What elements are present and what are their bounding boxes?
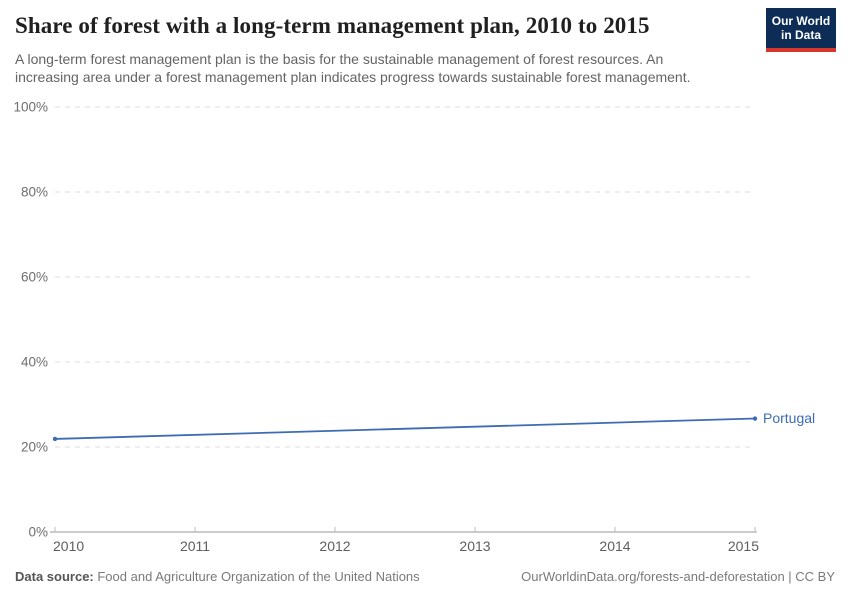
owid-logo[interactable]: Our World in Data [766, 8, 836, 52]
chart-footer: Data source: Food and Agriculture Organi… [15, 569, 835, 584]
y-tick-label: 0% [28, 525, 48, 540]
y-tick-label: 100% [13, 100, 48, 115]
y-tick-label: 60% [21, 270, 48, 285]
series-line-portugal[interactable] [54, 417, 756, 440]
y-tick-label: 40% [21, 355, 48, 370]
y-tick-label: 20% [21, 440, 48, 455]
x-tick-label: 2014 [599, 538, 630, 554]
data-source-label: Data source: [15, 569, 94, 584]
y-tick-label: 80% [21, 185, 48, 200]
owid-logo-line2: in Data [780, 28, 821, 42]
owid-logo-line1: Our World [771, 14, 831, 28]
page-title: Share of forest with a long-term managem… [15, 13, 650, 38]
data-source-text: Food and Agriculture Organization of the… [93, 569, 420, 584]
series-label-portugal[interactable]: Portugal [763, 410, 815, 426]
x-tick-label: 2013 [459, 538, 490, 554]
data-source: Data source: Food and Agriculture Organi… [15, 569, 420, 584]
x-tick-label: 2010 [53, 538, 84, 554]
x-tick-label: 2012 [319, 538, 350, 554]
data-point [52, 436, 58, 442]
chart-subtitle: A long-term forest management plan is th… [15, 51, 691, 85]
x-tick-label: 2015 [728, 538, 759, 554]
data-point [752, 416, 758, 421]
footer-link[interactable]: OurWorldinData.org/forests-and-deforesta… [521, 569, 835, 584]
x-tick-label: 2011 [180, 538, 210, 554]
